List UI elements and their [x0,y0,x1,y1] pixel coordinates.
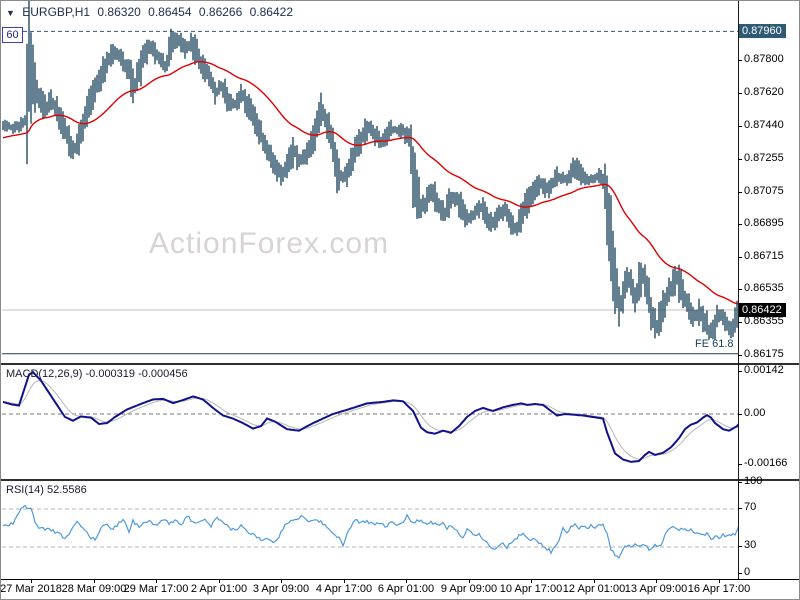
pane-separator[interactable] [1,363,799,365]
macd-main-value: -0.000319 [85,368,136,380]
rsi-tick-label: 0 [744,566,751,578]
close-value: 0.86422 [249,5,294,19]
bid-price-label: 0.86422 [739,302,786,317]
axis-tick [738,546,742,547]
rsi-indicator-label: RSI(14) 52.5586 [6,484,87,496]
rsi-tick-label: 70 [744,501,757,513]
macd-tick-label: 0.00 [744,407,766,419]
fib-expansion-label[interactable]: FE 61.8 [695,338,734,350]
time-tick-label: 2 Apr 01:00 [190,583,248,595]
chart-header: ▼ EURGBP,H1 0.86320 0.86454 0.86266 0.86… [6,5,297,19]
price-tick-label: 0.87620 [744,85,784,98]
time-axis-line [1,579,799,580]
axis-tick [656,579,657,583]
axis-tick [94,579,95,583]
macd-indicator-label: MACD(12,26,9) -0.000319 -0.000456 [6,368,188,380]
axis-tick [738,126,742,127]
macd-name: MACD(12,26,9) [6,368,83,380]
price-tick-label: 0.87800 [744,53,784,66]
low-value: 0.86266 [198,5,243,19]
axis-tick [594,579,595,583]
macd-pane[interactable] [2,365,738,479]
axis-tick [738,159,742,160]
axis-tick [738,371,742,372]
axis-tick [469,579,470,583]
time-tick-label: 9 Apr 09:00 [440,583,498,595]
time-tick-label: 4 Apr 17:00 [315,583,373,595]
symbol-period-label: EURGBP,H1 [22,5,91,19]
axis-tick [738,289,742,290]
open-value: 0.86320 [97,5,141,19]
axis-tick [738,482,742,483]
axis-tick [719,579,720,583]
rsi-pane[interactable] [2,481,738,579]
axis-tick [31,579,32,583]
macd-tick-label: 0.00142 [744,364,784,376]
price-axis-line [738,1,739,579]
axis-tick [531,579,532,583]
time-tick-label: 16 Apr 17:00 [687,583,751,595]
axis-tick [219,579,220,583]
rsi-tick-label: 100 [744,475,763,487]
hline-left-badge[interactable]: 60 [2,27,23,43]
axis-tick [738,322,742,323]
time-tick-label: 3 Apr 09:00 [252,583,310,595]
hline-price-label: 0.87960 [739,24,786,39]
price-tick-label: 0.86895 [744,217,784,230]
axis-tick [738,414,742,415]
time-tick-label: 6 Apr 01:00 [377,583,435,595]
price-tick-label: 0.86715 [744,249,784,262]
macd-tick-label: -0.00166 [744,457,788,469]
axis-tick [156,579,157,583]
axis-tick [738,257,742,258]
axis-tick [738,224,742,225]
price-tick-label: 0.87440 [744,118,784,131]
down-triangle-icon[interactable]: ▼ [6,8,15,18]
time-tick-label: 28 Mar 09:00 [61,583,127,595]
pane-separator[interactable] [1,479,799,481]
axis-tick [738,192,742,193]
price-tick-label: 0.86535 [744,282,784,295]
price-tick-label: 0.87255 [744,152,784,165]
high-value: 0.86454 [148,5,192,19]
time-tick-label: 12 Apr 01:00 [562,583,626,595]
rsi-value: 52.5586 [46,484,87,496]
axis-tick [738,464,742,465]
main-price-pane[interactable] [2,1,738,363]
macd-signal-value: -0.000456 [138,368,188,380]
axis-tick [738,93,742,94]
axis-tick [344,579,345,583]
rsi-tick-label: 30 [744,539,757,551]
axis-tick [738,60,742,61]
price-tick-label: 0.87075 [744,184,784,197]
time-tick-label: 27 Mar 2018 [0,583,62,595]
axis-tick [406,579,407,583]
axis-tick [738,355,742,356]
time-tick-label: 29 Mar 17:00 [123,583,189,595]
axis-tick [738,573,742,574]
price-tick-label: 0.86175 [744,347,784,360]
rsi-name: RSI(14) [6,484,44,496]
price-tick-label: 0.86355 [744,315,784,328]
time-tick-label: 10 Apr 17:00 [499,583,563,595]
axis-tick [738,508,742,509]
axis-tick [281,579,282,583]
time-tick-label: 13 Apr 09:00 [624,583,688,595]
watermark: ActionForex.com [149,227,390,260]
